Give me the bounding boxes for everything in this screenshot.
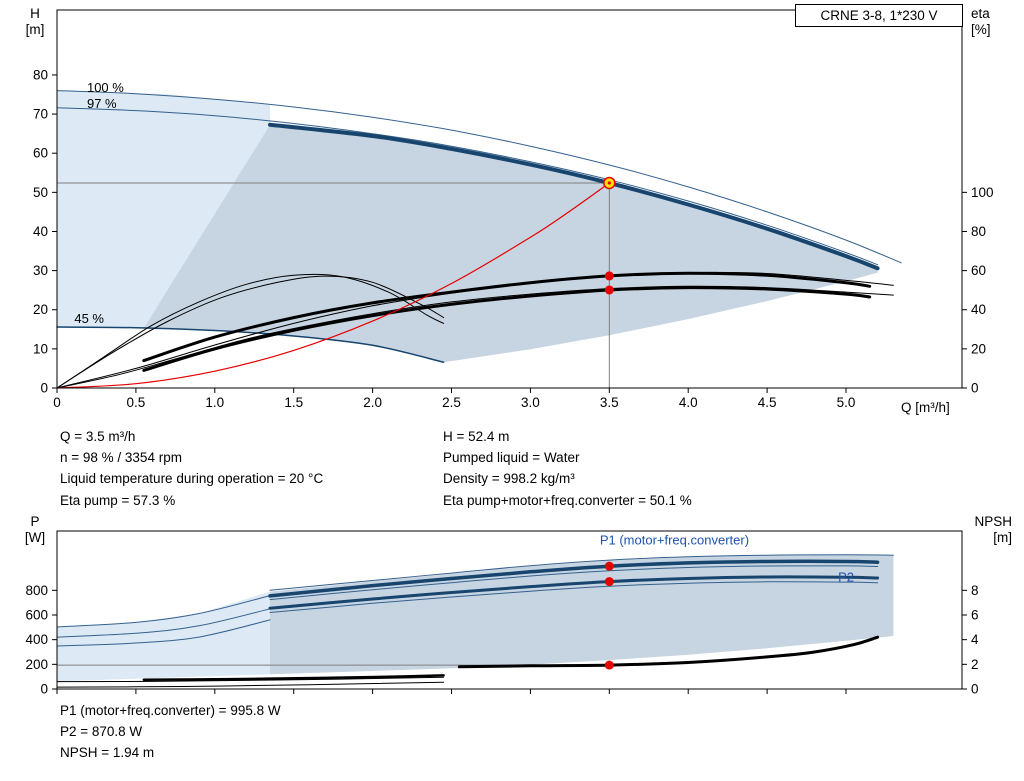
left-tick-label: 800 [25, 583, 48, 598]
info-line: NPSH = 1.94 m [60, 745, 155, 761]
left-tick-label: 200 [25, 657, 48, 672]
right-tick-label: 2 [971, 657, 979, 672]
envelope-left-light [57, 90, 270, 329]
right-tick-label: 20 [971, 341, 986, 356]
right-tick-label: 80 [971, 224, 986, 239]
left-tick-label: 40 [33, 224, 48, 239]
h-axis-label-symbol: H [30, 6, 40, 21]
x-tick-label: 3.5 [600, 395, 619, 410]
system-curve [56, 182, 610, 389]
right-tick-label: 8 [971, 583, 979, 598]
p2-97pct [269, 581, 879, 613]
pump-model-label: CRNE 3-8, 1*230 V [820, 8, 938, 23]
value-marker [604, 271, 614, 281]
left-tick-label: 80 [33, 67, 48, 82]
eta-total-curve [142, 286, 872, 372]
p-axis-label-symbol: P [30, 514, 40, 529]
envelope-left-light [57, 591, 270, 682]
operating-envelope [143, 124, 878, 363]
left-tick-label: 70 [33, 107, 48, 122]
x-tick-label: 2.0 [363, 395, 382, 410]
info-line: Eta pump+motor+freq.converter = 50.1 % [443, 492, 692, 508]
eta-axis-label-unit: [%] [971, 22, 991, 37]
h-axis-label-unit: [m] [25, 22, 45, 37]
value-marker [604, 561, 614, 571]
curve-annotation: P1 (motor+freq.converter) [600, 532, 749, 547]
p-axis-label: P [W] [18, 514, 52, 546]
x-tick-label: 3.0 [521, 395, 540, 410]
left-tick-label: 600 [25, 607, 48, 622]
eta-pump-curve [142, 271, 872, 363]
info-line: P2 = 870.8 W [60, 724, 143, 740]
eta-axis-label-symbol: eta [971, 6, 990, 21]
curve-annotation: 45 % [74, 311, 104, 326]
right-tick-label: 0 [971, 381, 979, 396]
left-tick-label: 60 [33, 146, 48, 161]
info-line: Liquid temperature during operation = 20… [60, 471, 324, 487]
npsh-axis-label: NPSH [m] [964, 514, 1012, 546]
info-line: Density = 998.2 kg/m³ [443, 471, 575, 487]
x-tick-label: 4.0 [679, 395, 698, 410]
q-axis-label: Q [m³/h] [901, 400, 950, 415]
x-tick-label: 0 [53, 395, 61, 410]
right-tick-label: 100 [971, 185, 994, 200]
info-line: P1 (motor+freq.converter) = 995.8 W [60, 703, 281, 718]
npsh-thin-1 [56, 676, 445, 683]
p1-97pct [269, 565, 879, 601]
plot-frame [56, 530, 963, 690]
right-tick-label: 0 [971, 682, 979, 697]
value-marker [604, 285, 614, 295]
npsh-low-speed [142, 674, 445, 681]
npsh-thin-2 [56, 681, 445, 688]
right-tick-label: 60 [971, 263, 986, 278]
duty-info-right-column: H = 52.4 m Pumped liquid = Water Density =… [443, 426, 692, 511]
right-tick-label: 40 [971, 302, 986, 317]
npsh-axis-label-symbol: NPSH [974, 514, 1012, 529]
p-axis-label-unit: [W] [24, 530, 46, 545]
x-tick-label: 0.5 [127, 395, 146, 410]
left-tick-label: 400 [25, 632, 48, 647]
left-tick-label: 50 [33, 185, 48, 200]
info-line: Pumped liquid = Water [443, 450, 580, 466]
p-low-speed-3 [56, 619, 271, 647]
eta-axis-label: eta [%] [971, 6, 1011, 38]
curve-annotation: 100 % [87, 80, 124, 95]
info-line: n = 98 % / 3354 rpm [60, 450, 182, 466]
left-tick-label: 30 [33, 263, 48, 278]
info-line: Eta pump = 57.3 % [60, 492, 176, 508]
npsh-curve [457, 635, 880, 669]
power-npsh-info-column: P1 (motor+freq.converter) = 995.8 W P2 = … [60, 700, 281, 764]
x-tick-label: 1.0 [205, 395, 224, 410]
right-tick-label: 4 [971, 632, 979, 647]
left-tick-label: 0 [40, 381, 48, 396]
curve-annotation: P2 [838, 569, 854, 584]
npsh-axis-label-unit: [m] [993, 530, 1012, 545]
plot-frame [56, 9, 963, 389]
left-tick-label: 20 [33, 302, 48, 317]
speed-100pct [56, 90, 902, 264]
duty-point-center [607, 181, 611, 185]
pump-model-title-box: CRNE 3-8, 1*230 V [795, 4, 963, 27]
duty-info-left-column: Q = 3.5 m³/h n = 98 % / 3354 rpm Liquid te… [60, 426, 323, 511]
min-speed-45pct [56, 326, 445, 363]
value-marker [604, 660, 614, 670]
curve-annotation: 97 % [87, 96, 117, 111]
p1-100pct [269, 554, 894, 591]
x-tick-label: 5.0 [837, 395, 856, 410]
value-marker [604, 577, 614, 587]
info-line: H = 52.4 m [443, 429, 510, 444]
x-tick-label: 2.5 [442, 395, 461, 410]
speed-97pct [56, 107, 879, 266]
left-tick-label: 10 [33, 341, 48, 356]
x-tick-label: 1.5 [284, 395, 303, 410]
p-low-speed-1 [56, 595, 271, 628]
left-tick-label: 0 [40, 682, 48, 697]
info-line: Q = 3.5 m³/h [60, 429, 136, 444]
x-tick-label: 4.5 [758, 395, 777, 410]
right-tick-label: 6 [971, 607, 979, 622]
p-low-speed-2 [56, 608, 271, 638]
h-axis-label: H [m] [18, 6, 52, 38]
